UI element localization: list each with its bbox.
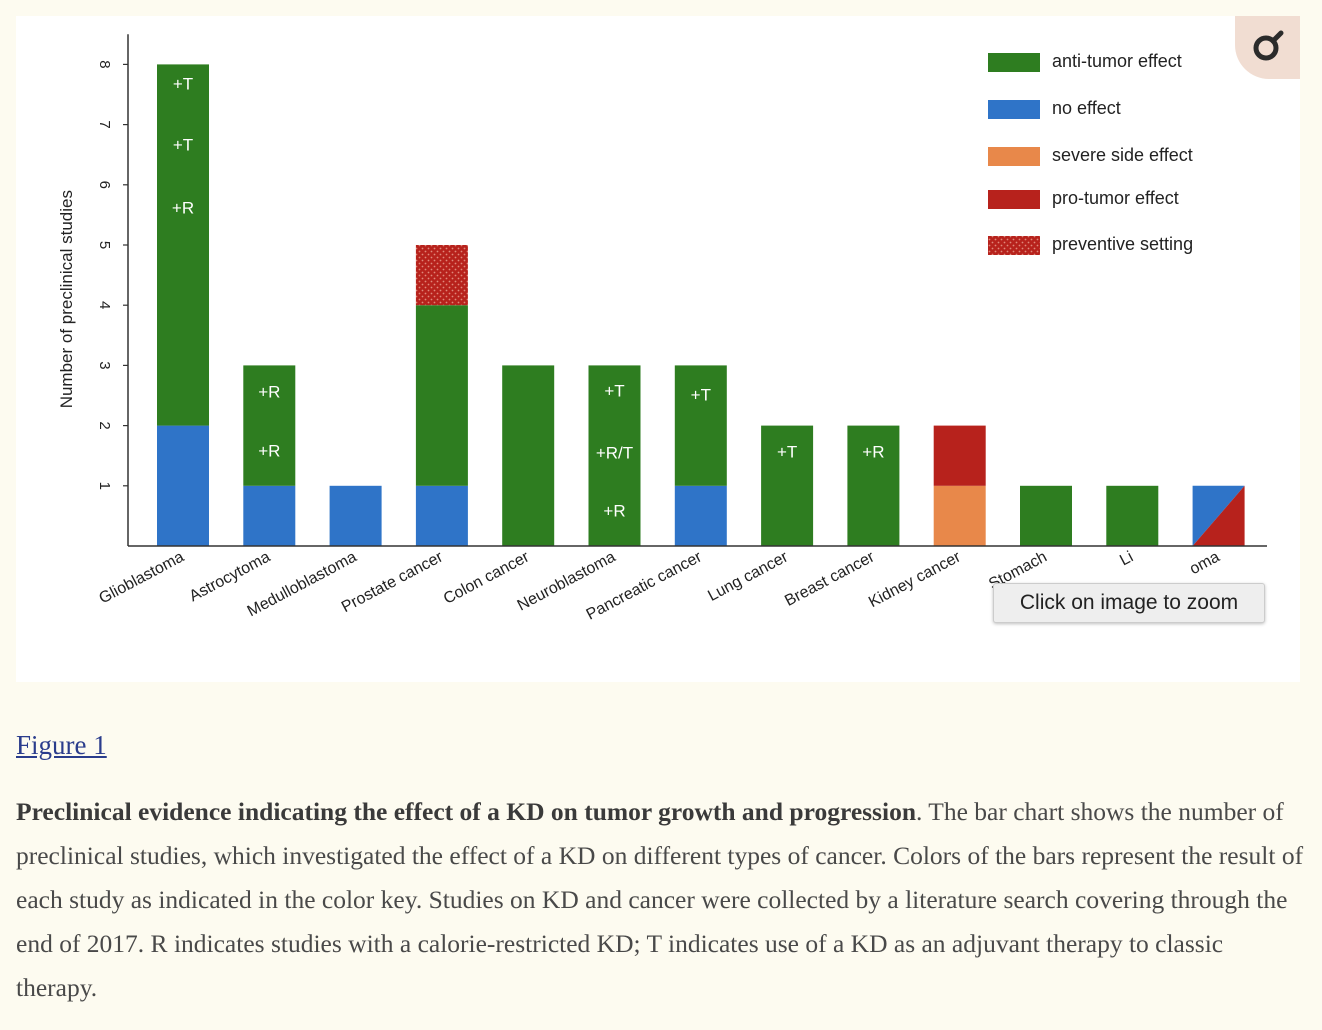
figure-link[interactable]: Figure 1 bbox=[16, 730, 107, 760]
caption-body: . The bar chart shows the number of prec… bbox=[16, 797, 1304, 1002]
bar-segment bbox=[415, 485, 468, 546]
legend-label: anti-tumor effect bbox=[1052, 51, 1182, 71]
bar-segment bbox=[674, 365, 727, 486]
legend: anti-tumor effect no effect severe side ef… bbox=[988, 51, 1193, 255]
zoom-tooltip: Click on image to zoom bbox=[993, 583, 1265, 623]
legend-label: preventive setting bbox=[1052, 234, 1193, 254]
zoom-button[interactable] bbox=[1235, 16, 1300, 79]
y-tick-label: 1 bbox=[96, 482, 113, 490]
bar-segment-pro-tumor bbox=[1192, 485, 1245, 546]
x-tick-label: Lung cancer bbox=[705, 548, 791, 605]
y-axis-ticks: 1 2 3 4 5 6 7 8 bbox=[96, 60, 128, 490]
y-tick-label: 8 bbox=[96, 60, 113, 68]
bar-segment bbox=[847, 425, 900, 546]
bar-segment bbox=[933, 485, 986, 546]
y-tick-label: 6 bbox=[96, 181, 113, 189]
figure-caption: Preclinical evidence indicating the effe… bbox=[16, 790, 1306, 1010]
bar-annotation: +R bbox=[258, 441, 280, 460]
legend-swatch bbox=[988, 53, 1040, 72]
x-tick-label: oma bbox=[1187, 548, 1223, 578]
bar-annotation: +T bbox=[604, 381, 624, 400]
legend-label: no effect bbox=[1052, 98, 1121, 118]
y-axis-title: Number of preclinical studies bbox=[57, 190, 76, 408]
legend-swatch bbox=[988, 100, 1040, 119]
y-tick-label: 3 bbox=[96, 361, 113, 369]
bar-segment bbox=[1020, 485, 1072, 546]
bar-segment bbox=[588, 365, 641, 546]
bar-annotation: +T bbox=[691, 385, 711, 404]
bar-segment bbox=[415, 305, 468, 486]
bar-segment bbox=[502, 365, 555, 546]
bar-segment bbox=[674, 485, 727, 546]
bar-segment bbox=[1106, 485, 1159, 546]
bar-annotation: +T bbox=[777, 442, 797, 461]
bar-segment bbox=[415, 245, 468, 306]
legend-swatch bbox=[988, 190, 1040, 209]
caption-title: Preclinical evidence indicating the effe… bbox=[16, 797, 916, 826]
y-axis-label-group: Number of preclinical studies bbox=[57, 190, 76, 408]
y-tick-label: 7 bbox=[96, 120, 113, 128]
x-tick-label: Breast cancer bbox=[782, 548, 878, 610]
bar-segment bbox=[761, 425, 814, 546]
bar-annotations: +R +T +T +R +R +R +R/T +T +T +T +R bbox=[172, 74, 885, 520]
bar-segment bbox=[243, 485, 296, 546]
legend-label: severe side effect bbox=[1052, 145, 1193, 165]
legend-swatch bbox=[988, 236, 1040, 255]
bar-segment bbox=[933, 425, 986, 486]
bar-segment bbox=[329, 485, 382, 546]
x-tick-label: Kidney cancer bbox=[866, 548, 964, 611]
bar-segment bbox=[157, 425, 209, 546]
bar-annotation: +R bbox=[258, 382, 280, 401]
magnifier-icon bbox=[1253, 30, 1284, 61]
y-tick-label: 5 bbox=[96, 241, 113, 249]
legend-swatch bbox=[988, 147, 1040, 166]
x-tick-label: Glioblastoma bbox=[96, 548, 187, 607]
y-tick-label: 2 bbox=[96, 421, 113, 429]
bars bbox=[157, 64, 1245, 546]
axes bbox=[127, 34, 1267, 547]
bar-annotation: +R bbox=[862, 442, 884, 461]
x-tick-label: Li bbox=[1117, 549, 1136, 570]
figure-image[interactable]: Number of preclinical studies 1 2 3 4 5 6 7 8 +… bbox=[16, 16, 1300, 682]
bar-annotation: +R/T bbox=[596, 443, 633, 462]
bar-segment bbox=[157, 64, 209, 426]
bar-annotation: +R bbox=[603, 501, 625, 520]
legend-label: pro-tumor effect bbox=[1052, 188, 1179, 208]
bar-annotation: +R bbox=[172, 198, 194, 217]
y-tick-label: 4 bbox=[96, 301, 113, 309]
bar-annotation: +T bbox=[173, 135, 193, 154]
bar-annotation: +T bbox=[173, 74, 193, 93]
bar-segment bbox=[243, 365, 296, 486]
